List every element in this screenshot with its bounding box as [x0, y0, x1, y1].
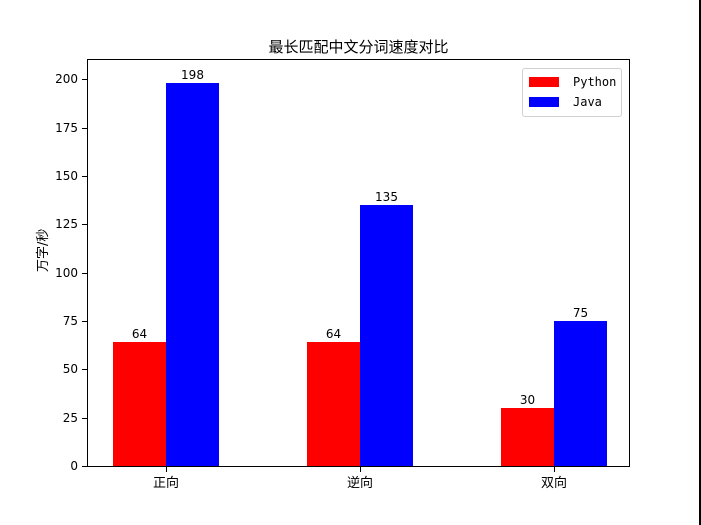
y-tick	[82, 466, 87, 467]
y-tick	[82, 127, 87, 129]
legend-label-python: Python	[573, 75, 617, 89]
legend-swatch-python	[529, 77, 559, 87]
x-tick	[360, 467, 361, 472]
bar-python	[501, 408, 554, 466]
y-tick-label: 125	[55, 217, 78, 232]
y-axis-label: 万字/秒	[36, 228, 51, 272]
legend-item-python: Python	[529, 75, 616, 89]
legend-label-java: Java	[573, 95, 602, 109]
x-tick	[166, 467, 167, 472]
bar-java	[166, 83, 219, 466]
bar-value-label: 64	[325, 327, 342, 342]
y-tick	[82, 417, 87, 419]
y-tick	[82, 176, 87, 177]
y-tick	[82, 79, 87, 81]
y-tick-label: 0	[70, 459, 78, 473]
chart-title: 最长匹配中文分词速度对比	[268, 38, 449, 56]
bar-value-label: 75	[572, 306, 589, 320]
bar-java	[360, 205, 413, 466]
bar-value-label: 135	[375, 190, 398, 204]
y-tick-label: 150	[55, 169, 78, 183]
y-tick	[82, 224, 87, 226]
y-tick	[82, 369, 87, 371]
y-tick-label: 175	[55, 120, 78, 135]
x-tick-label: 正向	[152, 476, 179, 491]
legend: Python Java	[522, 68, 622, 117]
plot-area: Python Java 0 25 50 75 100 125 150 175 200 正向 64 19…	[55, 59, 630, 491]
legend-swatch-java	[529, 97, 559, 107]
y-tick-label: 200	[55, 72, 78, 87]
bar-python	[307, 342, 360, 466]
x-tick	[554, 467, 555, 472]
legend-item-java: Java	[529, 95, 602, 109]
bar-value-label: 198	[181, 68, 204, 83]
bar-java	[554, 321, 607, 466]
bar-value-label: 64	[131, 327, 148, 342]
y-tick-label: 100	[55, 265, 78, 280]
y-tick	[82, 272, 87, 274]
window-edge-divider	[699, 0, 701, 525]
y-tick	[82, 321, 87, 322]
x-tick-label: 逆向	[346, 476, 373, 491]
y-tick-label: 25	[62, 410, 78, 425]
y-tick-label: 50	[62, 362, 78, 377]
y-tick-label: 75	[62, 314, 78, 328]
bar-python	[113, 342, 166, 466]
bar-value-label: 30	[519, 393, 536, 407]
x-tick-label: 双向	[540, 476, 567, 491]
